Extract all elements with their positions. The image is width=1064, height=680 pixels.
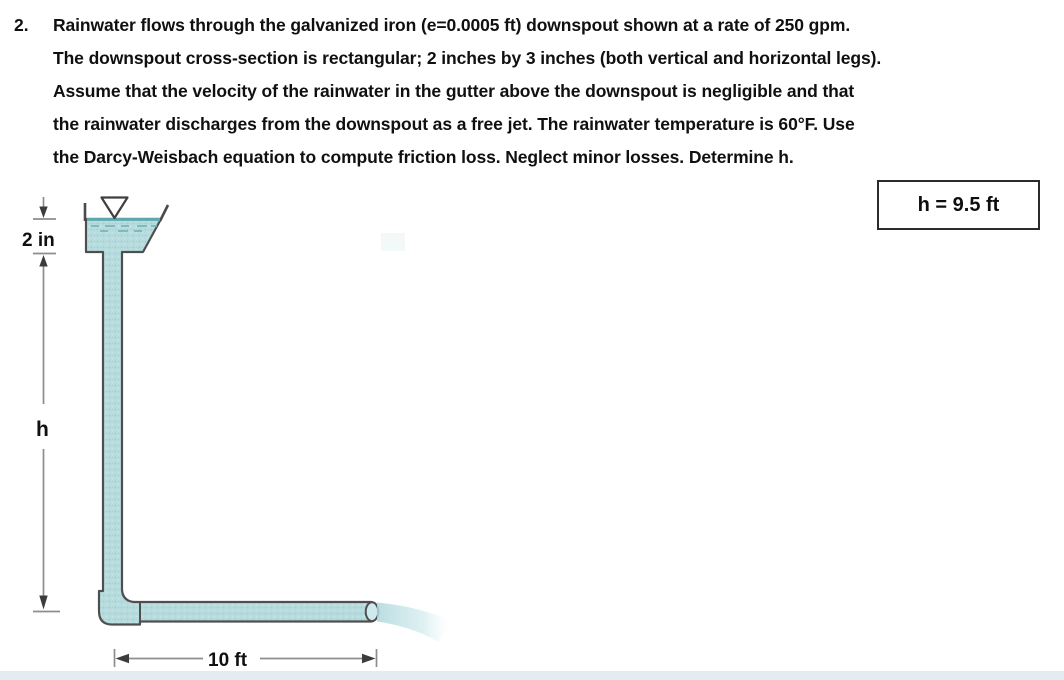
label-gutter-depth: 2 in (22, 230, 55, 251)
water-surface-ripples (91, 225, 157, 232)
problem-line: Assume that the velocity of the rainwate… (53, 81, 855, 101)
water-surface-marker-icon (100, 196, 129, 220)
dimension-lines (33, 197, 378, 667)
problem-line: the Darcy-Weisbach equation to compute f… (53, 147, 794, 167)
answer-box: h = 9.5 ft (877, 180, 1040, 230)
page-bottom-scan-band (0, 671, 1064, 680)
arrow-left-icon (115, 653, 129, 664)
arrow-down-icon (39, 206, 48, 218)
water-body (84, 217, 379, 626)
answer-value: h = 9.5 ft (917, 193, 1000, 216)
outlet-opening (364, 601, 380, 623)
problem-line: Rainwater flows through the galvanized i… (53, 15, 851, 35)
dimension-arrowheads (39, 206, 376, 664)
problem-statement: Rainwater flows through the galvanized i… (53, 9, 1043, 174)
problem-line: The downspout cross-section is rectangul… (53, 48, 882, 68)
problem-line: the rainwater discharges from the downsp… (53, 114, 855, 134)
gutter-right-wall (158, 204, 170, 222)
label-downspout-height: h (36, 418, 49, 441)
arrow-right-icon (362, 653, 376, 664)
scan-artifact (381, 233, 405, 251)
arrow-down-icon (39, 595, 48, 610)
gutter-walls (83, 203, 170, 222)
free-jet (377, 602, 449, 642)
arrow-up-icon (39, 255, 48, 267)
problem-number: 2. (14, 15, 29, 35)
label-horizontal-length: 10 ft (208, 650, 248, 671)
